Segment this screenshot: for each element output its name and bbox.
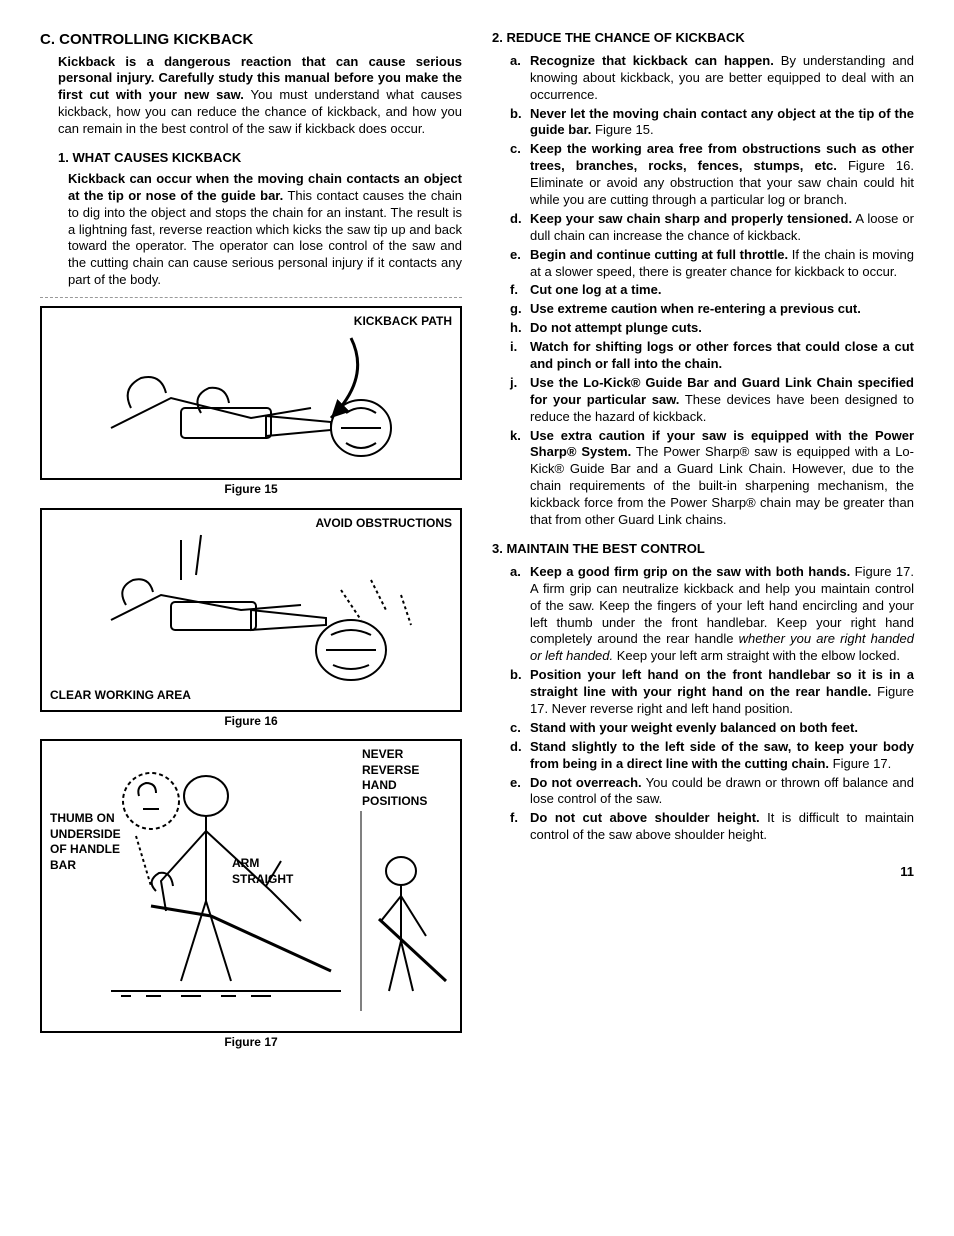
subheading-2: 2. REDUCE THE CHANCE OF KICKBACK bbox=[492, 30, 914, 47]
fig15-caption: Figure 15 bbox=[40, 482, 462, 498]
fig17-label3: ARM STRAIGHT bbox=[232, 856, 302, 887]
fig16-label1: AVOID OBSTRUCTIONS bbox=[316, 516, 452, 532]
list-3: a.Keep a good firm grip on the saw with … bbox=[510, 564, 914, 844]
sub1-paragraph: Kickback can occur when the moving chain… bbox=[68, 171, 462, 289]
left-column: C. CONTROLLING KICKBACK Kickback is a da… bbox=[40, 30, 462, 1061]
list-item: d.Stand slightly to the left side of the… bbox=[510, 739, 914, 773]
sub1-title: WHAT CAUSES KICKBACK bbox=[72, 150, 241, 165]
fig15-illustration bbox=[42, 308, 460, 478]
section-letter: C. bbox=[40, 31, 55, 48]
list-item: i.Watch for shifting logs or other force… bbox=[510, 339, 914, 373]
sub2-num: 2. bbox=[492, 30, 503, 45]
list-item: b.Position your left hand on the front h… bbox=[510, 667, 914, 718]
list-item: f.Do not cut above shoulder height. It i… bbox=[510, 810, 914, 844]
list-2: a.Recognize that kickback can happen. By… bbox=[510, 53, 914, 529]
list-item: j.Use the Lo-Kick® Guide Bar and Guard L… bbox=[510, 375, 914, 426]
list-item: c.Keep the working area free from obstru… bbox=[510, 141, 914, 209]
sub3-num: 3. bbox=[492, 541, 503, 556]
page-number: 11 bbox=[492, 864, 914, 881]
section-title: CONTROLLING KICKBACK bbox=[59, 31, 253, 48]
section-heading: C. CONTROLLING KICKBACK bbox=[40, 30, 462, 50]
list-item: h.Do not attempt plunge cuts. bbox=[510, 320, 914, 337]
subheading-3: 3. MAINTAIN THE BEST CONTROL bbox=[492, 541, 914, 558]
divider bbox=[40, 297, 462, 298]
sub2-title: REDUCE THE CHANCE OF KICKBACK bbox=[506, 30, 744, 45]
fig16-label2: CLEAR WORKING AREA bbox=[50, 688, 191, 704]
sub3-title: MAINTAIN THE BEST CONTROL bbox=[506, 541, 704, 556]
fig16-caption: Figure 16 bbox=[40, 714, 462, 730]
list-item: e.Do not overreach. You could be drawn o… bbox=[510, 775, 914, 809]
list-item: k.Use extra caution if your saw is equip… bbox=[510, 428, 914, 529]
right-column: 2. REDUCE THE CHANCE OF KICKBACK a.Recog… bbox=[492, 30, 914, 1061]
sub1-num: 1. bbox=[58, 150, 69, 165]
list-item: a.Keep a good firm grip on the saw with … bbox=[510, 564, 914, 665]
fig16-illustration bbox=[42, 510, 460, 710]
figure-17: NEVER REVERSE HAND POSITIONS THUMB ON UN… bbox=[40, 739, 462, 1033]
page-content: C. CONTROLLING KICKBACK Kickback is a da… bbox=[40, 30, 914, 1061]
list-item: e.Begin and continue cutting at full thr… bbox=[510, 247, 914, 281]
list-item: c.Stand with your weight evenly balanced… bbox=[510, 720, 914, 737]
list-item: b.Never let the moving chain contact any… bbox=[510, 106, 914, 140]
subheading-1: 1. WHAT CAUSES KICKBACK bbox=[58, 150, 462, 167]
list-item: g.Use extreme caution when re-entering a… bbox=[510, 301, 914, 318]
fig17-label1: NEVER REVERSE HAND POSITIONS bbox=[362, 747, 452, 809]
list-item: f.Cut one log at a time. bbox=[510, 282, 914, 299]
intro-paragraph: Kickback is a dangerous reaction that ca… bbox=[58, 54, 462, 138]
fig17-label2: THUMB ON UNDERSIDE OF HANDLE BAR bbox=[50, 811, 135, 873]
figure-16: AVOID OBSTRUCTIONS CLEAR WORKING AREA bbox=[40, 508, 462, 712]
list-item: a.Recognize that kickback can happen. By… bbox=[510, 53, 914, 104]
fig17-caption: Figure 17 bbox=[40, 1035, 462, 1051]
figure-15: KICKBACK PATH bbox=[40, 306, 462, 480]
list-item: d.Keep your saw chain sharp and properly… bbox=[510, 211, 914, 245]
fig15-label: KICKBACK PATH bbox=[354, 314, 452, 330]
